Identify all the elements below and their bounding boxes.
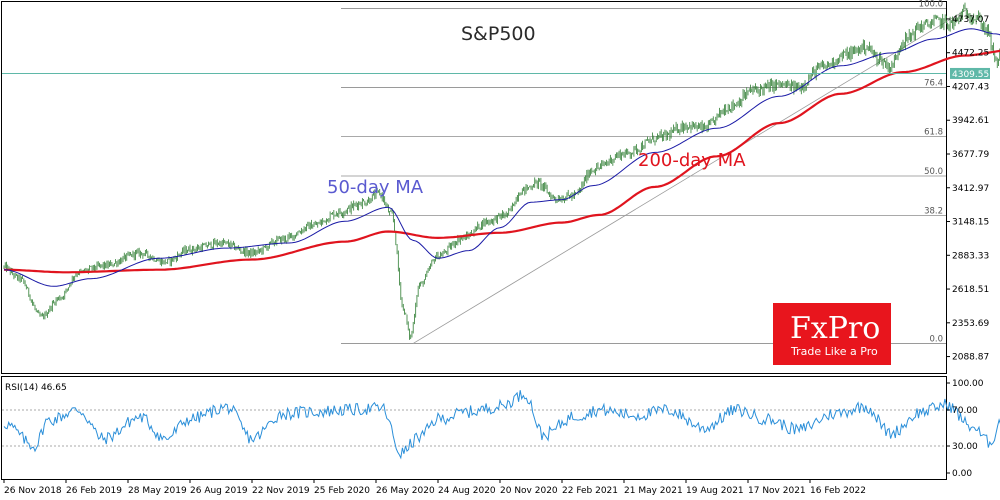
x-tick-label: 20 Nov 2020 [500,486,558,496]
x-tick-label: 21 May 2021 [624,486,683,496]
fxpro-logo: FxPro Trade Like a Pro [773,303,891,365]
ma200-line [3,49,1000,274]
logo-brand: FxPro [790,311,880,346]
fib-label: 61.8 [924,127,943,137]
fibonacci-retracement: 100.0 76.4 61.8 50.0 38.2 0.0 [341,0,946,344]
rsi-line [3,390,1000,460]
ma200-annotation: 200-day MA [638,150,746,171]
fib-label: 38.2 [924,207,943,217]
x-tick-label: 25 Feb 2020 [314,486,370,496]
x-tick-label: 16 Feb 2022 [810,486,866,496]
rsi-plot-frame [1,376,947,480]
price-axis: 4737.07 4472.25 4207.43 3942.61 3677.79 3412.… [946,15,989,363]
x-tick-label: 26 Nov 2018 [4,486,62,496]
fib-label: 0.0 [929,334,943,344]
x-tick-label: 28 May 2019 [128,486,187,496]
y-tick-label: 4737.07 [952,15,989,25]
rsi-y-tick-label: 100.00 [952,379,984,389]
rsi-levels [2,409,946,447]
rsi-title: RSI(14) 46.65 [5,383,67,393]
chart-title: S&P500 [461,23,536,45]
logo-tagline: Trade Like a Pro [790,345,878,358]
y-tick-label: 3677.79 [952,150,989,160]
fib-label: 76.4 [924,79,943,89]
x-tick-label: 26 Feb 2019 [66,486,122,496]
y-tick-label: 3412.97 [952,184,989,194]
ma50-annotation: 50-day MA [327,177,424,198]
current-price-tag: 4309.55 [950,67,990,80]
y-tick-label: 2088.87 [952,353,989,363]
y-tick-label: 2618.51 [952,285,989,295]
x-tick-label: 26 May 2020 [376,486,435,496]
ma50-line [3,28,1000,287]
y-tick-label: 4472.25 [952,49,989,59]
rsi-y-tick-label: 70.00 [952,406,978,416]
time-axis: 26 Nov 2018 26 Feb 2019 28 May 2019 26 Aug … [3,479,866,496]
fib-label: 50.0 [924,167,943,177]
logo-background [773,303,891,365]
y-tick-label: 4207.43 [952,82,989,92]
current-price-tag-bg [950,67,990,79]
x-tick-label: 24 Aug 2020 [438,486,496,496]
y-tick-label: 2353.69 [952,319,989,329]
fib-label: 100.0 [919,0,943,10]
rsi-axis: 100.00 70.00 30.00 0.00 [946,379,984,479]
trend-line [412,8,969,344]
x-tick-label: 26 Aug 2019 [190,486,248,496]
x-tick-label: 22 Feb 2021 [562,486,618,496]
price-candles [3,2,1000,340]
x-tick-label: 17 Nov 2021 [748,486,806,496]
y-tick-label: 3942.61 [952,116,989,126]
rsi-y-tick-label: 30.00 [952,442,978,452]
y-tick-label: 2883.33 [952,251,989,261]
y-tick-label: 3148.15 [952,218,989,228]
current-price-value: 4309.55 [952,70,989,80]
rsi-y-tick-label: 0.00 [952,469,972,479]
x-tick-label: 22 Nov 2019 [252,486,310,496]
x-tick-label: 19 Aug 2021 [686,486,744,496]
